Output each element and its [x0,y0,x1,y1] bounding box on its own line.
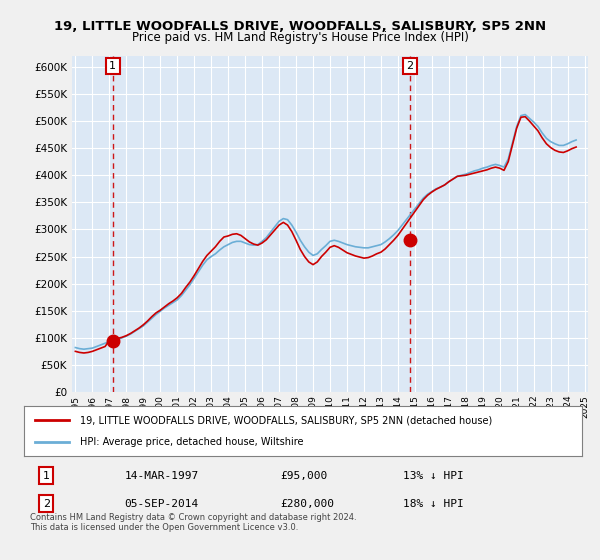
Text: 13% ↓ HPI: 13% ↓ HPI [403,470,464,480]
Text: 05-SEP-2014: 05-SEP-2014 [124,498,199,508]
Text: 19, LITTLE WOODFALLS DRIVE, WOODFALLS, SALISBURY, SP5 2NN: 19, LITTLE WOODFALLS DRIVE, WOODFALLS, S… [54,20,546,32]
Text: Price paid vs. HM Land Registry's House Price Index (HPI): Price paid vs. HM Land Registry's House … [131,31,469,44]
Text: £280,000: £280,000 [281,498,335,508]
Text: £95,000: £95,000 [281,470,328,480]
Text: HPI: Average price, detached house, Wiltshire: HPI: Average price, detached house, Wilt… [80,437,304,447]
Text: 19, LITTLE WOODFALLS DRIVE, WOODFALLS, SALISBURY, SP5 2NN (detached house): 19, LITTLE WOODFALLS DRIVE, WOODFALLS, S… [80,415,492,425]
Text: 1: 1 [109,61,116,71]
Text: 18% ↓ HPI: 18% ↓ HPI [403,498,464,508]
Text: 2: 2 [43,498,50,508]
Text: 1: 1 [43,470,50,480]
Text: 14-MAR-1997: 14-MAR-1997 [124,470,199,480]
Text: Contains HM Land Registry data © Crown copyright and database right 2024.
This d: Contains HM Land Registry data © Crown c… [29,513,356,533]
Text: 2: 2 [406,61,413,71]
